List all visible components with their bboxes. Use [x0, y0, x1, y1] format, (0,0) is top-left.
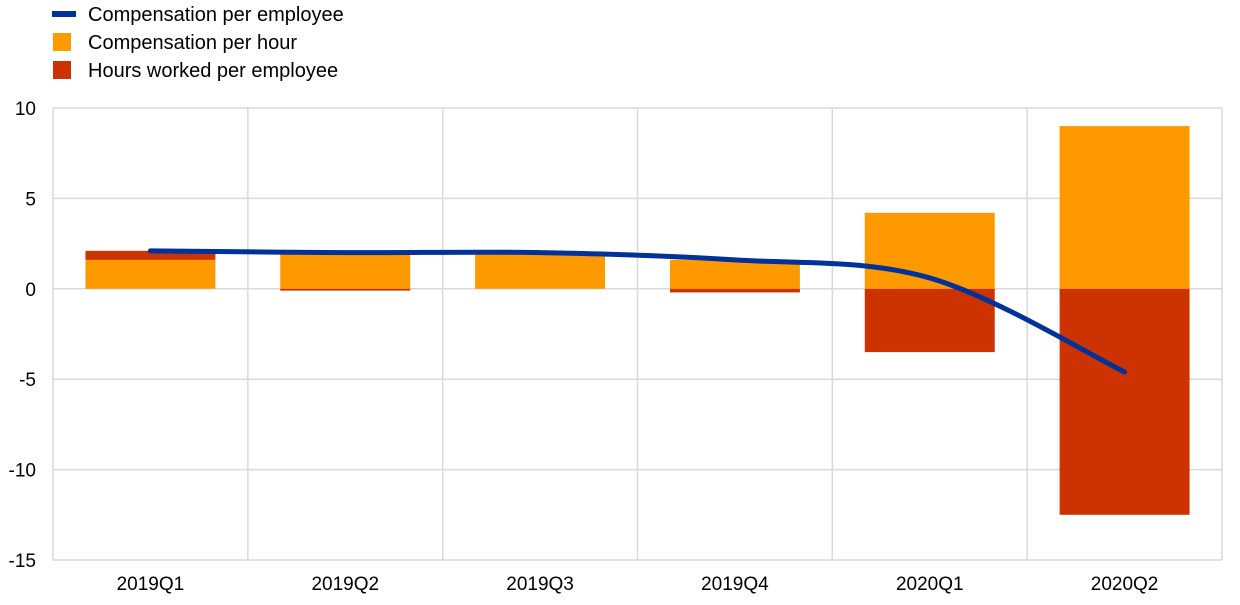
grid — [52, 107, 1223, 561]
bars — [85, 126, 1190, 515]
y-tick-label: 5 — [25, 189, 36, 210]
legend-marker-hours-worked-per-employee — [53, 61, 71, 79]
bar-compensation-per-hour-2019q3 — [475, 254, 606, 289]
legend-label-compensation-per-hour: Compensation per hour — [88, 32, 297, 54]
bar-compensation-per-hour-2019q4 — [669, 259, 800, 289]
x-tick-label-2020q1: 2020Q1 — [896, 574, 964, 595]
x-tick-label-2019q2: 2019Q2 — [311, 574, 379, 595]
bar-compensation-per-hour-2020q2 — [1059, 126, 1190, 289]
x-tick-label-2019q3: 2019Q3 — [506, 574, 574, 595]
legend-marker-compensation-per-hour — [53, 33, 71, 51]
bar-hours-worked-per-employee-2019q2 — [280, 288, 411, 291]
x-axis-ticks: 2019Q1 2019Q2 2019Q3 2019Q4 2020Q1 2020Q2 — [117, 574, 1159, 595]
bar-hours-worked-per-employee-2020q1 — [864, 288, 995, 353]
x-tick-label-2020q2: 2020Q2 — [1091, 574, 1159, 595]
x-tick-label-2019q4: 2019Q4 — [701, 574, 769, 595]
bar-compensation-per-hour-2019q1 — [85, 259, 216, 289]
legend-label-hours-worked-per-employee: Hours worked per employee — [88, 60, 338, 82]
bar-compensation-per-hour-2019q2 — [280, 254, 411, 289]
legend: Compensation per employee Compensation pe… — [52, 4, 344, 82]
legend-marker-compensation-per-employee — [52, 11, 76, 17]
y-tick-label: -5 — [19, 370, 36, 391]
bar-hours-worked-per-employee-2019q4 — [669, 288, 800, 293]
y-axis-ticks: -15 -10 -5 0 5 10 — [9, 99, 36, 572]
bar-hours-worked-per-employee-2020q2 — [1059, 288, 1190, 515]
y-tick-label: 10 — [15, 99, 36, 120]
y-tick-label: -15 — [9, 551, 36, 572]
x-tick-label-2019q1: 2019Q1 — [117, 574, 185, 595]
y-tick-label: 0 — [25, 280, 36, 301]
line-series — [147, 248, 1128, 375]
bar-hours-worked-per-employee-2019q1 — [85, 250, 216, 260]
legend-label-compensation-per-employee: Compensation per employee — [88, 4, 344, 26]
line-compensation-per-employee — [147, 248, 1128, 375]
y-tick-label: -10 — [9, 461, 36, 482]
